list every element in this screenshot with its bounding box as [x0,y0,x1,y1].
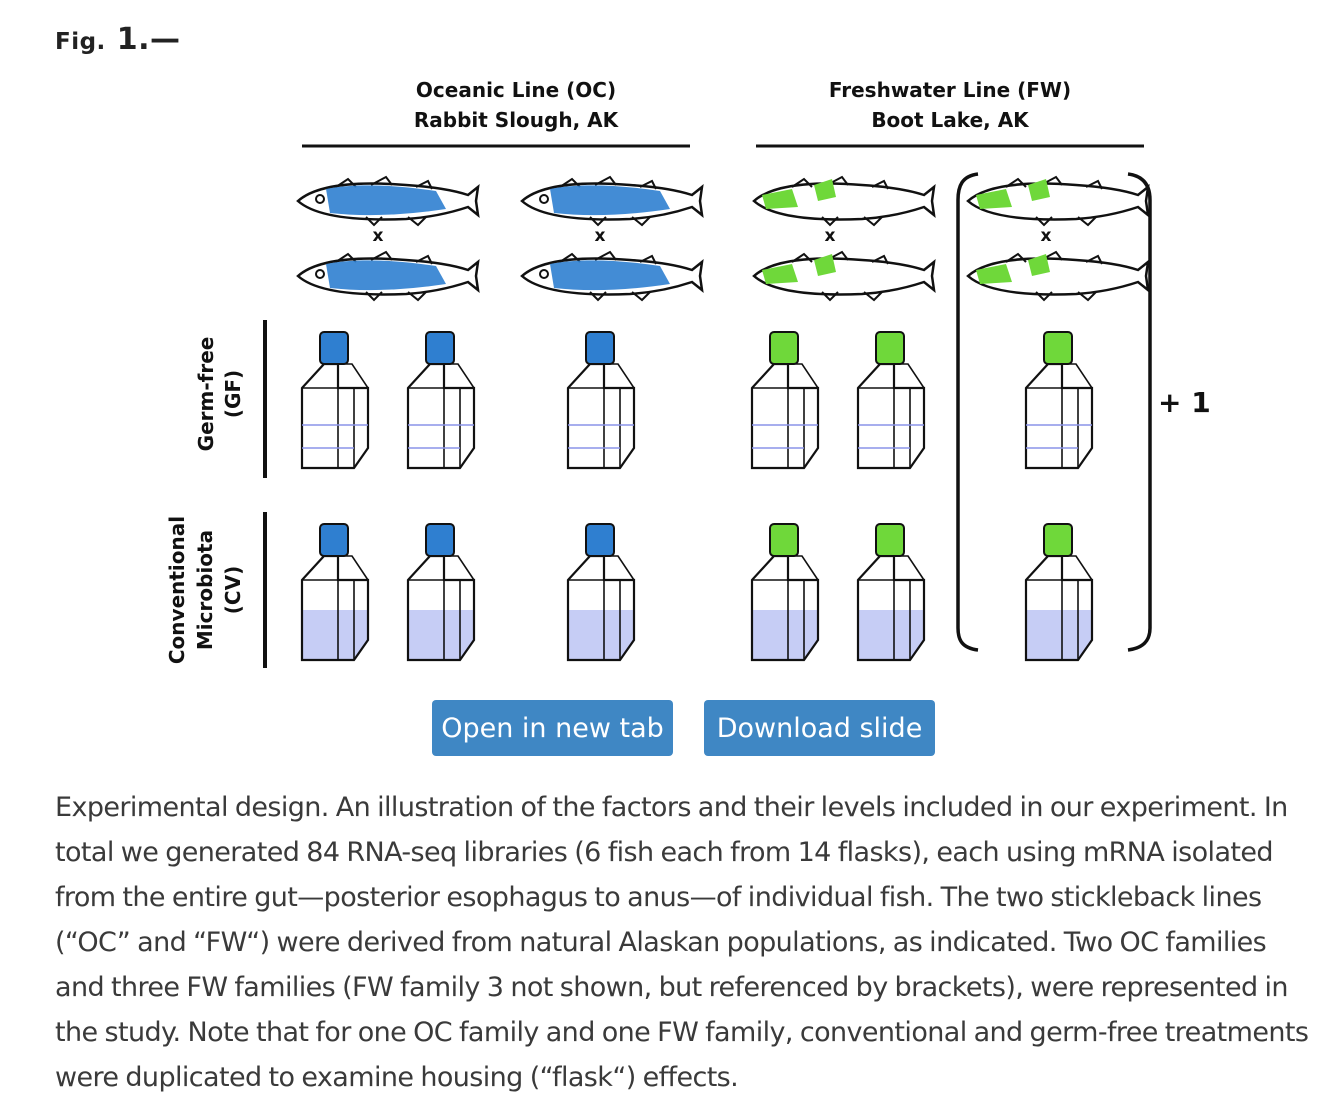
fw-fish-icon [752,250,936,302]
cv-label-line1: Conventional [165,516,189,664]
flask-gf-fw [750,331,820,470]
flask-cv-oc [566,523,636,662]
figure-caption: Experimental design. An illustration of … [55,792,1309,1093]
fw-fish-icon [752,175,936,227]
fw-title-line1: Freshwater Line (FW) [829,78,1071,102]
flask-cv-oc [406,523,476,662]
flask-cv-fw [750,523,820,662]
cv-label-line2: Microbiota [193,530,217,650]
flask-cv-oc [300,523,370,662]
flask-gf-oc [566,331,636,470]
fw-family-2-cross: x [966,175,1150,302]
gf-label-line2: (GF) [221,370,245,418]
figure-label: Fig. 1.— [55,22,181,57]
flask-gf-fw [856,331,926,470]
experimental-design-figure: Oceanic Line (OC) Rabbit Slough, AK Fres… [165,78,1211,668]
oc-family-2-cross: x [520,175,704,302]
plus-one-label: + 1 [1158,386,1211,419]
gf-label-line1: Germ-free [194,337,218,452]
cross-symbol: x [373,226,384,246]
flask-gf-oc [300,331,370,470]
download-slide-button[interactable]: Download slide [704,700,935,756]
cross-symbol: x [1041,226,1052,246]
fw-family-3-bracket [956,172,1152,652]
oc-title-line1: Oceanic Line (OC) [416,78,616,102]
fw-title-line2: Boot Lake, AK [871,108,1030,132]
fw-fish-icon [966,175,1150,227]
oc-fish-icon [520,175,704,227]
flask-cv-fw [1024,523,1094,662]
open-in-new-tab-button[interactable]: Open in new tab [432,700,673,756]
oc-fish-icon [296,250,480,302]
flask-gf-fw [1024,331,1094,470]
oc-title-line2: Rabbit Slough, AK [414,108,620,132]
flask-gf-oc [406,331,476,470]
fw-family-1-cross: x [752,175,936,302]
oc-fish-icon [296,175,480,227]
oc-family-1-cross: x [296,175,480,302]
cv-label-line3: (CV) [221,566,245,614]
flask-cv-fw [856,523,926,662]
oc-fish-icon [520,250,704,302]
cross-symbol: x [825,226,836,246]
cross-symbol: x [595,226,606,246]
fw-fish-icon [966,250,1150,302]
